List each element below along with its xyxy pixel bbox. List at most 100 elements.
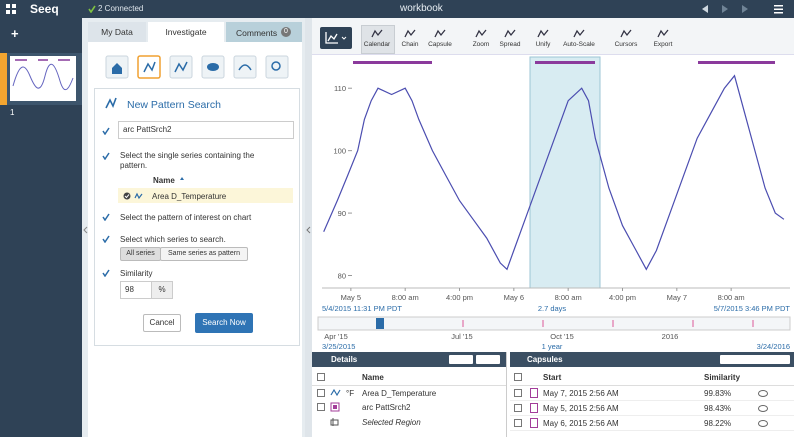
icon-glyph [537,29,549,38]
checkbox[interactable] [317,403,325,411]
toolbar-button[interactable]: Capsule [428,41,452,48]
condition-icon [330,402,340,412]
visibility-icon [758,390,768,397]
pattern-search-form [94,88,300,346]
collapse-panel[interactable] [306,225,312,235]
icon-glyph [573,29,585,38]
toolbar-button[interactable]: Spread [499,41,521,48]
series-icons [123,192,143,200]
capsules-column[interactable]: Similarity [704,373,741,382]
logo[interactable]: Seeq [30,2,59,16]
timeline-duration: 1 year [542,342,563,351]
details-column[interactable]: Name [362,373,384,382]
toolbar-button[interactable]: Export [653,41,673,48]
toolbar-icon [537,29,549,38]
visibility-icon [758,420,768,427]
timeline-tick: Oct '15 [550,332,574,341]
toolbar-button[interactable]: Unify [535,41,551,48]
capsule-bar [535,61,595,64]
name-input[interactable]: arc PattSrch2 [118,121,294,139]
details-name: Selected Region [362,418,421,427]
search-button[interactable]: Search Now [195,313,253,333]
details-name: arc PattSrch2 [362,403,411,412]
row-divider [312,385,506,386]
workbook-title: workbook [400,3,443,14]
capsule-start: May 7, 2015 2:56 AM [543,389,619,398]
timeline-marker [752,320,754,327]
x-tick-label: May 7 [667,293,687,302]
capsules-column[interactable]: Start [543,373,562,382]
x-tick-label: 8:00 am [555,293,582,302]
capsule-icon [530,388,538,398]
worksheet-number: 1 [10,108,15,117]
toolbar-icon [504,29,516,38]
toolbar-button[interactable]: Cursors [614,41,638,48]
x-tick-label: 4:00 pm [446,293,473,302]
toolbar-icon [620,29,632,38]
form-title: New Pattern Search [127,99,221,111]
toolbar-icon [573,29,585,38]
toolbar-icon [475,29,487,38]
capsule-bar [698,61,775,64]
checkbox[interactable] [317,389,325,397]
checkbox[interactable] [514,404,522,412]
tab-investigate[interactable]: Investigate [148,22,224,42]
tab-my-data[interactable]: My Data [88,22,146,42]
checkbox[interactable] [514,419,522,427]
apps-icon[interactable] [6,4,16,14]
series-line [323,74,785,271]
check [102,213,110,221]
x-tick-label: May 5 [341,293,361,302]
toolbar-button[interactable]: Zoom [472,41,490,48]
selected-region [529,56,601,289]
cancel-button[interactable]: Cancel [143,314,181,332]
details-title: Details [331,355,358,364]
connected-icon [88,5,96,13]
checkbox[interactable] [514,373,522,381]
timeline [317,316,791,331]
column-header[interactable]: Name [153,176,175,185]
splitter[interactable] [305,18,312,437]
toolbar-button[interactable]: Chain [401,41,419,48]
y-tick-label: 90 [338,209,346,218]
timeline-marker [462,320,464,327]
comments-count: 0 [281,27,291,37]
x-tick-label: May 6 [504,293,524,302]
option-all-series[interactable]: All series [120,247,161,261]
series-icon [330,388,341,397]
capsule-icon [530,418,538,428]
check [102,269,110,277]
timeline-marker [612,320,614,327]
toolbar-icon [371,29,383,38]
details-settings[interactable] [476,355,500,364]
timeline-tick: Apr '15 [324,332,348,341]
toolbar-icon [657,29,669,38]
x-tick-label: 4:00 pm [609,293,636,302]
step-search: Select which series to search. [120,235,226,244]
capsules-controls[interactable] [720,355,790,364]
step-pattern: Select the pattern of interest on chart [120,213,252,222]
toolbar-button[interactable]: Calendar [363,41,391,48]
similarity-input[interactable]: 98 [120,281,152,299]
worksheet-marker [0,53,7,105]
visibility-icon [758,405,768,412]
icon-glyph [404,29,416,38]
checkbox[interactable] [514,389,522,397]
details-menu[interactable] [449,355,473,364]
selected-series-row[interactable] [118,188,293,203]
add-worksheet[interactable]: + [11,26,19,41]
timeline-end: 3/24/2016 [757,342,790,351]
connection-status[interactable]: 2 Connected [98,4,144,13]
icon-glyph [434,29,446,38]
checkbox[interactable] [317,373,325,381]
toolbar-button[interactable]: Auto-Scale [563,41,595,48]
x-tick-label: 8:00 am [392,293,419,302]
collapse-strip[interactable] [83,225,89,235]
similarity-label: Similarity [120,269,153,278]
option-same-series[interactable]: Same series as pattern [160,247,248,261]
range-end: 5/7/2015 3:46 PM PDT [714,304,791,313]
y-tick-label: 100 [333,147,346,156]
check [102,235,110,243]
similarity-unit: % [151,281,173,299]
